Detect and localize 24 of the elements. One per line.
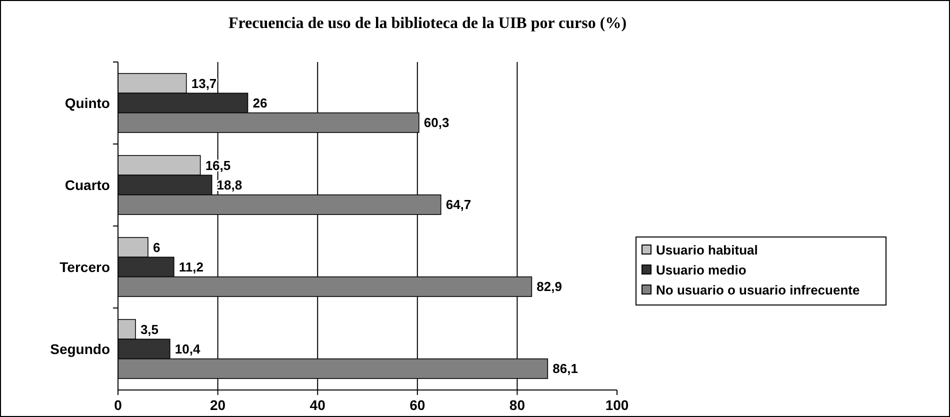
- legend-label: No usuario o usuario infrecuente: [656, 282, 860, 298]
- data-label: 3,5: [140, 322, 159, 337]
- data-label: 11,2: [178, 260, 204, 275]
- legend-label: Usuario habitual: [656, 242, 758, 258]
- y-tick-label: Segundo: [50, 340, 110, 357]
- y-tick-label: Cuarto: [64, 176, 110, 193]
- data-label: 60,3: [424, 115, 450, 130]
- x-tick-label: 80: [509, 397, 526, 413]
- data-label: 86,1: [552, 361, 578, 376]
- x-tick-label: 40: [310, 397, 326, 413]
- x-tick-label: 20: [210, 397, 226, 413]
- y-tick-label: Quinto: [64, 94, 110, 111]
- data-label: 64,7: [446, 197, 472, 212]
- x-tick-label: 100: [605, 397, 629, 413]
- y-tick-label: Tercero: [60, 258, 110, 275]
- data-label: 26: [252, 96, 268, 111]
- x-tick-label: 0: [114, 397, 122, 413]
- legend-label: Usuario medio: [656, 262, 746, 278]
- data-label: 10,4: [174, 342, 201, 357]
- data-label: 13,7: [191, 76, 217, 91]
- chart-title: Frecuencia de uso de la biblioteca de la UIB por curso (%): [228, 15, 627, 32]
- data-label: 82,9: [536, 279, 562, 294]
- x-tick-label: 60: [410, 397, 426, 413]
- data-label: 6: [152, 240, 160, 255]
